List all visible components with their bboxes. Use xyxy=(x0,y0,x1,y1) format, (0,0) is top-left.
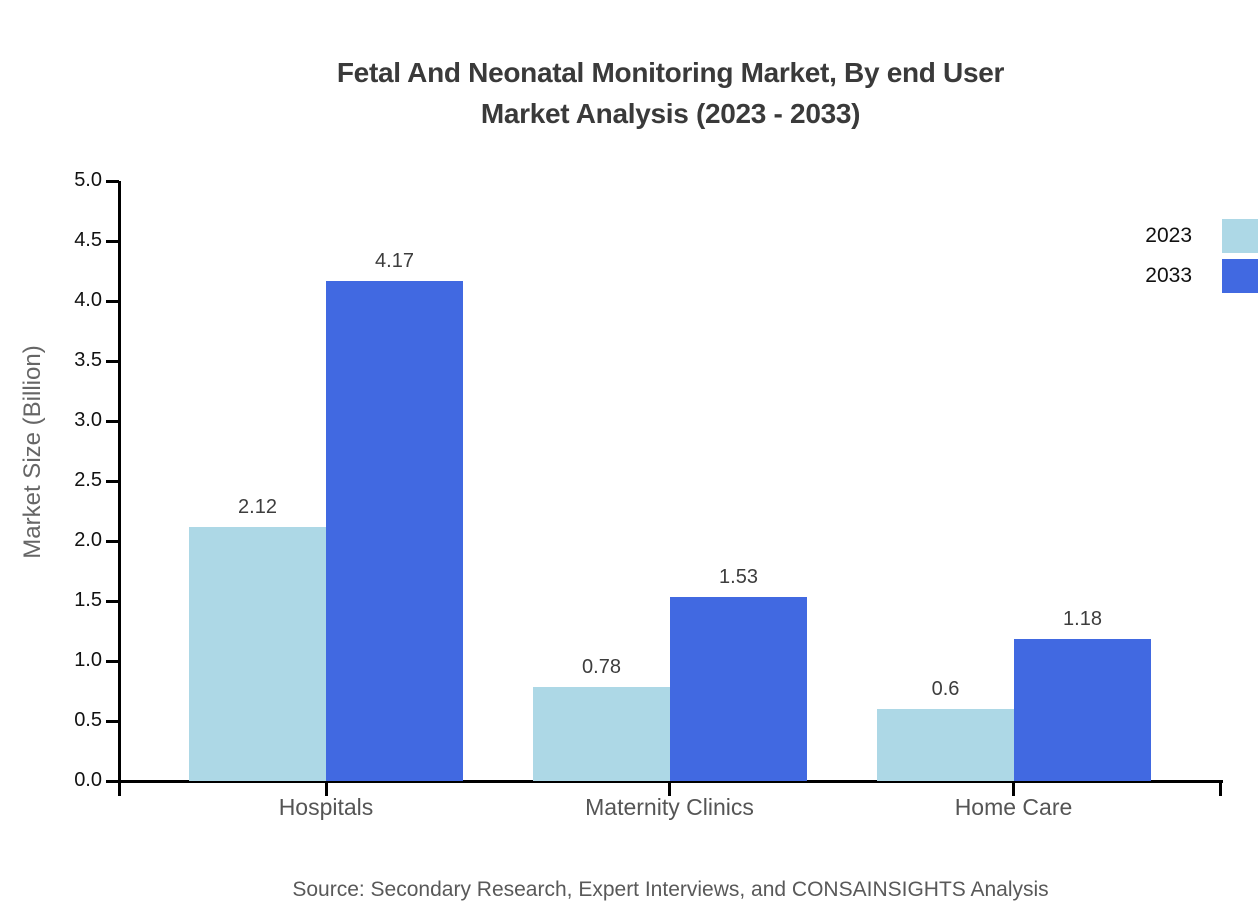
bar-value-label: 0.78 xyxy=(582,656,621,678)
legend-label-2033: 2033 xyxy=(1145,264,1192,287)
y-tick xyxy=(106,360,119,363)
y-tick-label: 0.5 xyxy=(74,709,102,731)
bar-2033-hospitals xyxy=(326,281,463,781)
bar-value-label: 2.12 xyxy=(238,496,277,518)
y-tick-label: 3.0 xyxy=(74,409,102,431)
y-tick xyxy=(106,180,119,183)
y-tick xyxy=(106,780,119,783)
x-tick xyxy=(1012,781,1015,796)
source-note: Source: Secondary Research, Expert Inter… xyxy=(292,878,1049,901)
y-tick-label: 1.0 xyxy=(74,649,102,671)
y-tick xyxy=(106,240,119,243)
y-tick xyxy=(106,720,119,723)
chart-title: Fetal And Neonatal Monitoring Market, By… xyxy=(120,52,1221,134)
bar-value-label: 1.18 xyxy=(1063,608,1102,630)
bar-2023-home-care xyxy=(877,709,1014,781)
chart-title-line1: Fetal And Neonatal Monitoring Market, By… xyxy=(336,57,1005,88)
y-tick xyxy=(106,480,119,483)
y-axis-line xyxy=(118,181,121,796)
y-tick xyxy=(106,420,119,423)
y-tick-label: 0.0 xyxy=(74,769,102,791)
x-tick-end xyxy=(1218,780,1222,796)
x-category-label: Home Care xyxy=(954,794,1073,820)
bar-2033-home-care xyxy=(1014,639,1151,781)
y-tick-label: 5.0 xyxy=(74,169,102,191)
legend-swatch-2033 xyxy=(1222,259,1258,293)
y-tick-label: 1.5 xyxy=(74,589,102,611)
y-tick-label: 2.5 xyxy=(74,469,102,491)
x-category-label: Hospitals xyxy=(278,794,374,820)
legend-item-2023: 2023 xyxy=(1050,218,1258,254)
legend-item-2033: 2033 xyxy=(1050,258,1258,294)
legend-label-2023: 2023 xyxy=(1145,224,1192,247)
bar-value-label: 1.53 xyxy=(719,566,758,588)
chart-title-line2: Market Analysis (2023 - 2033) xyxy=(480,98,861,129)
bar-value-label: 0.6 xyxy=(931,678,960,700)
x-axis-line xyxy=(106,780,1223,783)
legend: 2023 2033 xyxy=(1050,218,1258,298)
x-tick xyxy=(668,781,671,796)
bar-2023-maternity-clinics xyxy=(533,687,670,781)
x-category-label: Maternity Clinics xyxy=(585,794,754,820)
y-tick xyxy=(106,600,119,603)
y-tick-label: 4.0 xyxy=(74,289,102,311)
y-tick xyxy=(106,300,119,303)
bar-2023-hospitals xyxy=(189,527,326,781)
bar-value-label: 4.17 xyxy=(375,250,414,272)
y-tick xyxy=(106,660,119,663)
legend-swatch-2023 xyxy=(1222,219,1258,253)
y-tick-label: 3.5 xyxy=(74,349,102,371)
y-tick-label: 4.5 xyxy=(74,229,102,251)
y-tick-label: 2.0 xyxy=(74,529,102,551)
y-tick xyxy=(106,540,119,543)
bar-2033-maternity-clinics xyxy=(670,597,807,781)
x-tick xyxy=(324,781,328,796)
